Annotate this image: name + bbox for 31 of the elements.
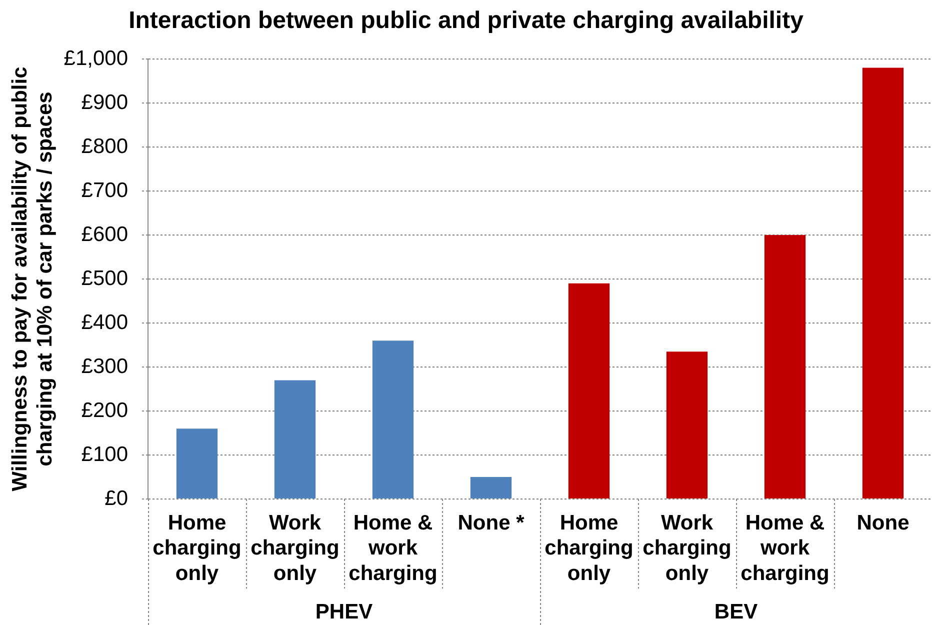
text: BEV [714, 600, 758, 624]
bar [372, 340, 414, 498]
y-tick-label: £200 [81, 398, 128, 422]
y-axis-title: Willingness to pay for availability of public charging at 10% of car parks / spaces [8, 66, 57, 492]
y-tick-label: £300 [81, 354, 128, 378]
y-tick-label: £100 [81, 442, 128, 466]
x-tick-label: Home charging only [152, 511, 242, 585]
x-tick-label: Work charging only [250, 511, 340, 585]
x-tick-label: None * [458, 511, 526, 534]
y-tick-label: £0 [104, 486, 128, 510]
bar [568, 283, 610, 498]
x-tick-label: Home charging only [544, 511, 634, 585]
bar [176, 428, 218, 498]
y-tick-label: £600 [81, 222, 128, 246]
y-tick-label: £800 [81, 134, 128, 158]
y-tick-label: £900 [81, 90, 128, 114]
y-tick-label: £1,000 [64, 46, 128, 70]
bar [764, 235, 806, 498]
y-tick-label: £400 [81, 310, 128, 334]
chart-title: Interaction between public and private charging availability [128, 7, 804, 34]
bar [862, 68, 904, 498]
bar [470, 477, 512, 498]
y-tick-label: £700 [81, 178, 128, 202]
text: PHEV [315, 600, 373, 624]
x-tick-label: Home & work charging [348, 511, 438, 585]
y-tick-label: £500 [81, 266, 128, 290]
x-tick-label: Work charging only [642, 511, 732, 585]
bar [274, 380, 316, 498]
x-tick-label: Home & work charging [740, 511, 830, 585]
x-tick-label: None [856, 511, 910, 534]
bar [666, 352, 708, 498]
